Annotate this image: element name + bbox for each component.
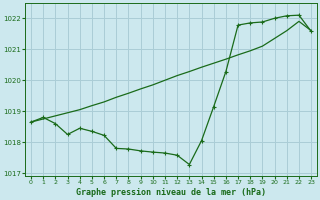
- X-axis label: Graphe pression niveau de la mer (hPa): Graphe pression niveau de la mer (hPa): [76, 188, 266, 197]
